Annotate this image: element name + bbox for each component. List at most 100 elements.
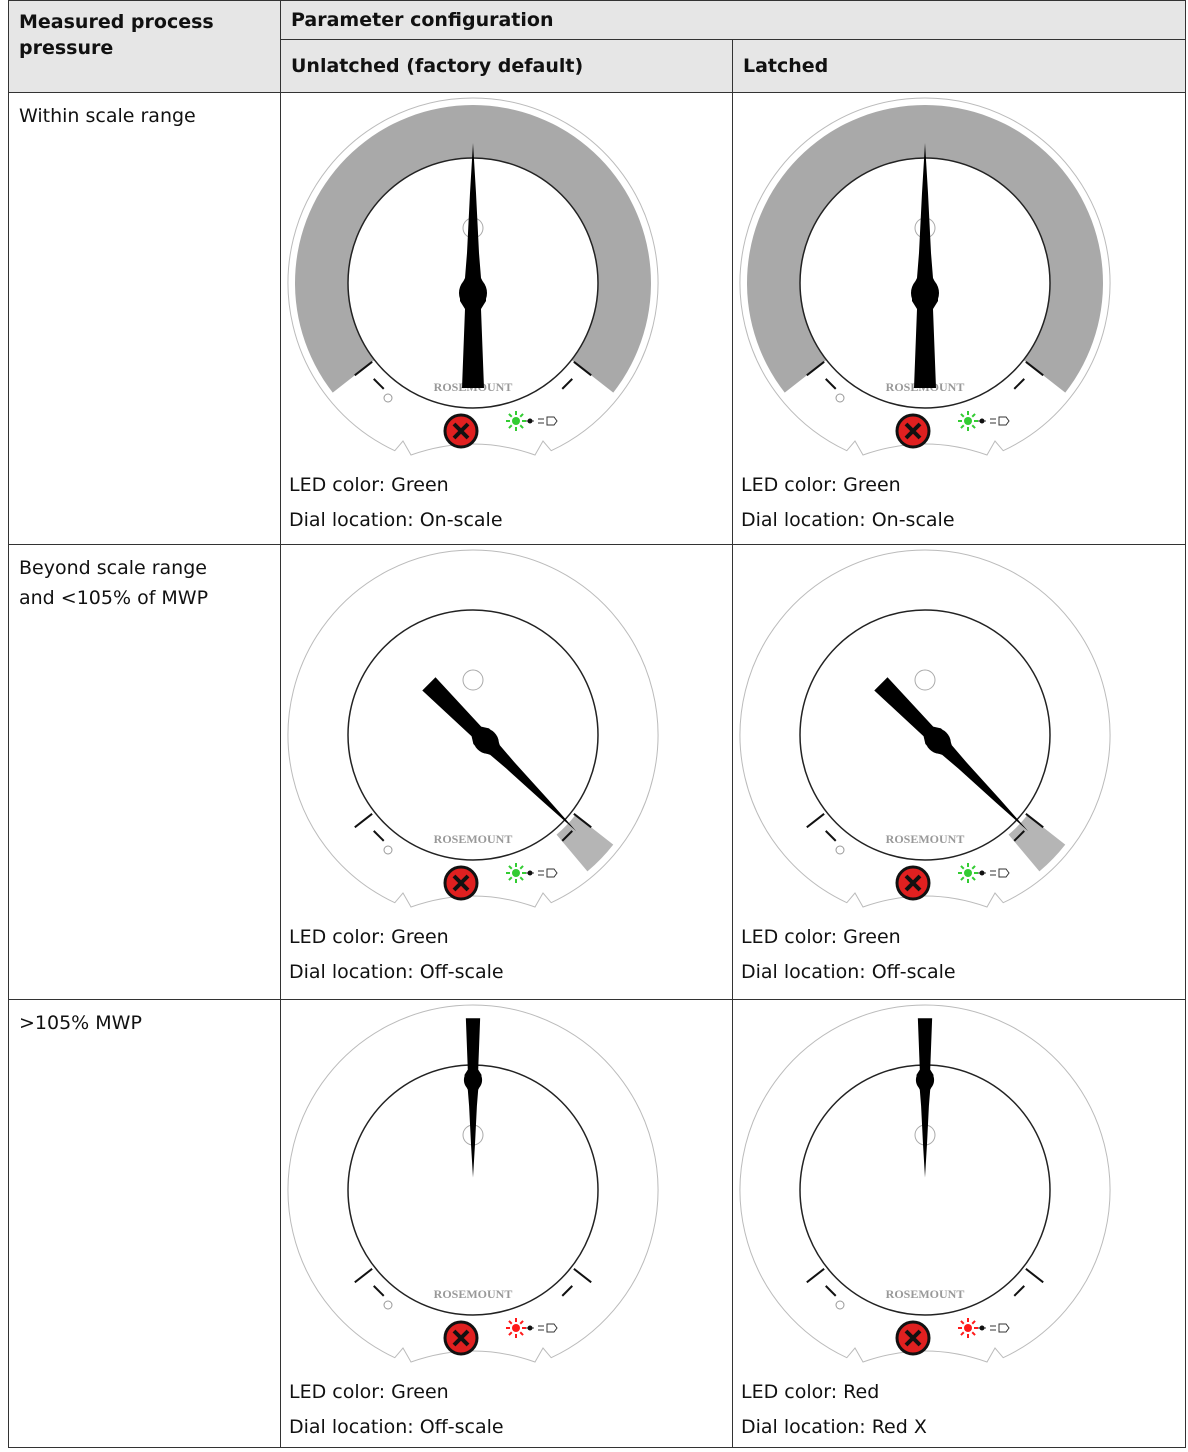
led-ray (971, 865, 976, 870)
red-x-cross (452, 422, 470, 440)
zero-dot (383, 845, 393, 855)
header-cell: Unlatched (factory default) (280, 39, 733, 93)
led-text: LED color: Green (289, 1381, 449, 1403)
needle (463, 1018, 483, 1178)
dial-text: Dial location: Off-scale (289, 1416, 504, 1438)
led-ray (971, 413, 976, 418)
led-ray (519, 1320, 524, 1325)
end-tick (1013, 830, 1025, 842)
needle (911, 143, 939, 388)
row-label: Beyond scale range and <105% of MWP (8, 544, 281, 1000)
gauge-outline (287, 1004, 659, 1363)
end-tick (561, 1285, 573, 1297)
gauge: ROSEMOUNT (287, 97, 659, 456)
led-ray (971, 1331, 976, 1336)
led-dot (527, 870, 533, 876)
led-dot (527, 418, 533, 424)
gauge: ROSEMOUNT (739, 549, 1111, 908)
end-tick (573, 813, 592, 829)
led-text: LED color: Red (741, 1381, 880, 1403)
overrange-band (556, 815, 614, 872)
header-cell: Measured process pressure (8, 0, 281, 93)
label-text: >105% MWP (19, 1012, 142, 1034)
end-tick (354, 813, 373, 829)
gauge: ROSEMOUNT (739, 97, 1111, 456)
scale-band (295, 105, 651, 393)
needle-hub (915, 1069, 935, 1091)
end-tick (806, 813, 825, 829)
end-tick (806, 1268, 825, 1284)
end-tick (573, 361, 592, 377)
end-tick (354, 361, 373, 377)
needle-hub (463, 1069, 483, 1091)
end-tick (561, 378, 573, 390)
overrange-band (1008, 815, 1066, 872)
led (512, 417, 520, 425)
pressure-table: Measured process pressure Parameter conf… (8, 0, 1187, 1448)
cell: ROSEMOUNT LED color: Green Dial location: … (731, 92, 1187, 545)
end-tick (825, 830, 837, 842)
gauge: ROSEMOUNT (287, 1004, 659, 1363)
led-dot (527, 1325, 533, 1331)
needle-body (874, 677, 1029, 832)
led-ray (960, 865, 965, 870)
needle (459, 143, 487, 388)
end-tick (561, 830, 573, 842)
header-cell: Latched (731, 39, 1187, 93)
needle-hub (911, 277, 939, 309)
led-ray (519, 876, 524, 881)
dial-ring (799, 609, 1051, 861)
end-tick (1013, 1285, 1025, 1297)
gauge: ROSEMOUNT (287, 549, 659, 908)
dial-text: Dial location: Red X (741, 1416, 927, 1438)
end-tick (806, 361, 825, 377)
led-ray (508, 413, 513, 418)
dial-ring (347, 609, 599, 861)
end-tick (573, 1268, 592, 1284)
end-tick (1025, 1268, 1044, 1284)
cell: ROSEMOUNT LED color: Red Dial location: Re… (731, 999, 1187, 1448)
led-ray (508, 876, 513, 881)
end-tick (373, 1285, 385, 1297)
needle (422, 677, 577, 832)
dial-text: Dial location: Off-scale (289, 961, 504, 983)
gauge: ROSEMOUNT (739, 1004, 1111, 1363)
needle-body (912, 143, 938, 388)
end-tick (1013, 378, 1025, 390)
led (964, 417, 972, 425)
led-text: LED color: Green (289, 926, 449, 948)
needle-body (460, 143, 486, 388)
led-dot (979, 1325, 985, 1331)
pivot-marker (462, 669, 484, 691)
brand: ROSEMOUNT (434, 1287, 513, 1301)
led-ray (519, 1331, 524, 1336)
gauge-outline (739, 1004, 1111, 1363)
needle-body (916, 1018, 934, 1178)
needle-hub (473, 728, 499, 754)
dial-text: Dial location: On-scale (741, 509, 955, 531)
cell: ROSEMOUNT LED color: Green Dial location: … (280, 544, 733, 1000)
end-tick (373, 830, 385, 842)
led (512, 1324, 520, 1332)
led-dot (979, 418, 985, 424)
cell: ROSEMOUNT LED color: Green Dial location: … (280, 92, 733, 545)
led-ray (960, 1331, 965, 1336)
brand: ROSEMOUNT (434, 832, 513, 846)
needle (874, 677, 1029, 832)
led-ray (508, 1320, 513, 1325)
led-ray (960, 424, 965, 429)
row-label: >105% MWP (8, 999, 281, 1448)
led-ray (519, 424, 524, 429)
led-ray (508, 865, 513, 870)
led-text: LED color: Green (741, 474, 901, 496)
led-text: LED color: Green (289, 474, 449, 496)
dial-text: Dial location: Off-scale (741, 961, 956, 983)
led-ray (519, 413, 524, 418)
needle-body (422, 677, 577, 832)
row-label: Within scale range (8, 92, 281, 545)
led-ray (960, 413, 965, 418)
zero-dot (383, 1300, 393, 1310)
needle (915, 1018, 935, 1178)
end-tick (1025, 813, 1044, 829)
